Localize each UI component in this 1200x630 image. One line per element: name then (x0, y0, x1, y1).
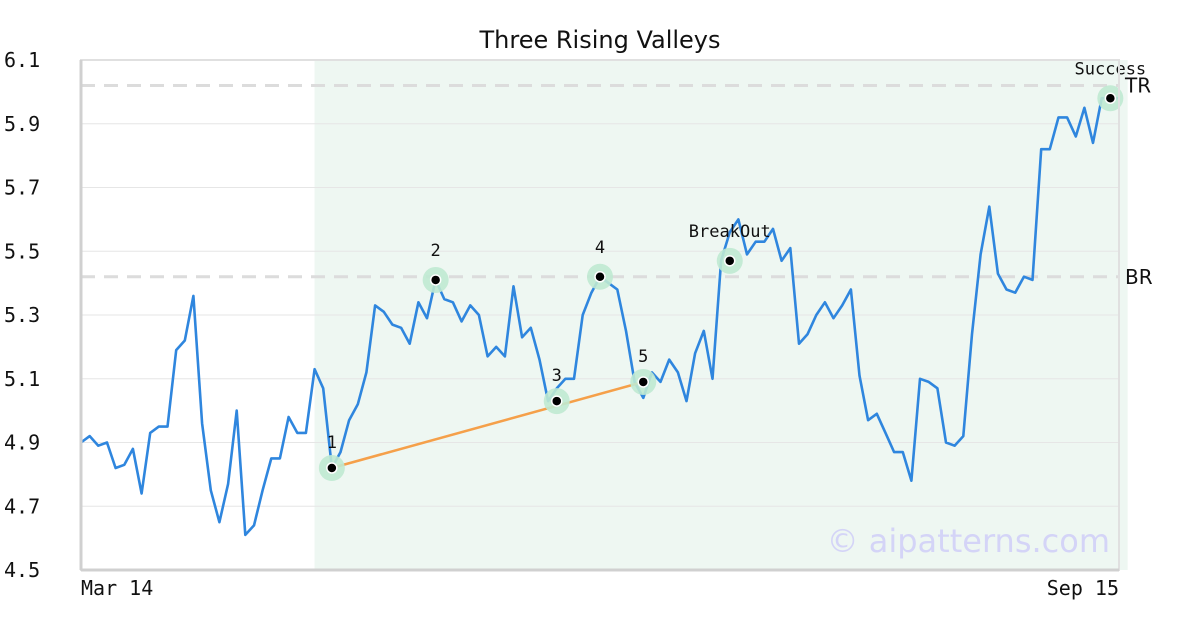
point-label-breakout: BreakOut (689, 222, 771, 242)
y-tick-label-8: 6.1 (4, 48, 40, 72)
trendline-layer (331, 380, 644, 470)
point-label-3: 3 (552, 366, 562, 386)
chart-title: Three Rising Valleys (478, 26, 720, 54)
point-marker-5 (637, 376, 649, 388)
y-tick-label-1: 4.7 (4, 494, 40, 518)
y-tick-label-6: 5.7 (4, 176, 40, 200)
point-marker-2 (429, 274, 442, 286)
point-label-1: 1 (327, 433, 337, 453)
point-marker-success (1104, 92, 1117, 104)
watermark: © aipatterns.com (827, 522, 1110, 560)
point-label-2: 2 (431, 241, 441, 261)
x-tick-label-start: Mar 14 (81, 576, 153, 600)
level-label-tr: TR (1124, 74, 1151, 98)
point-marker-4 (594, 271, 606, 283)
point-label-success: Success (1075, 59, 1147, 79)
level-label-br: BR (1125, 265, 1153, 289)
y-tick-label-2: 4.9 (4, 431, 40, 455)
point-label-4: 4 (595, 238, 605, 258)
y-tick-label-5: 5.5 (4, 239, 40, 263)
y-tick-label-7: 5.9 (4, 112, 40, 136)
x-tick-label-end: Sep 15 (1047, 576, 1119, 600)
point-marker-1 (326, 462, 338, 474)
y-tick-label-3: 5.1 (4, 367, 40, 391)
pattern-points-layer: 1 2 3 4 5 BreakOut Success (318, 59, 1147, 481)
point-marker-breakout (724, 255, 736, 267)
y-tick-label-0: 4.5 (4, 558, 40, 582)
valley-trendline (331, 380, 644, 470)
axis-layer: 4.5 4.7 4.9 5.1 5.3 5.5 5.7 5.9 6.1 Mar 14 Sep 15 (4, 48, 1120, 600)
point-label-5: 5 (638, 347, 648, 367)
y-tick-label-4: 5.3 (4, 303, 40, 327)
point-marker-3 (551, 395, 563, 407)
